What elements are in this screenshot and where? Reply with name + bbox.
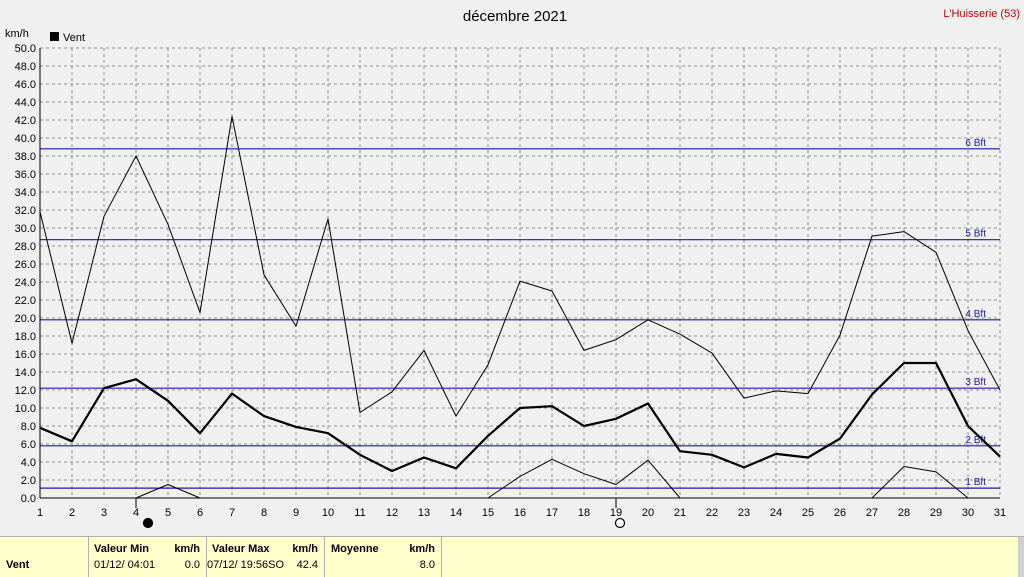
x-tick-label: 22: [706, 507, 718, 519]
x-tick-label: 18: [578, 507, 590, 519]
beaufort-label: 3 Bft: [965, 377, 986, 388]
y-tick-label: 16.0: [15, 349, 36, 361]
x-tick-label: 16: [514, 507, 526, 519]
y-tick-label: 0.0: [21, 493, 36, 505]
x-tick-label: 17: [546, 507, 558, 519]
y-tick-label: 40.0: [15, 133, 36, 145]
footer-empty-cell: [441, 537, 1024, 577]
chart-title: décembre 2021: [463, 8, 567, 25]
y-tick-label: 46.0: [15, 79, 36, 91]
y-tick-label: 18.0: [15, 331, 36, 343]
x-tick-label: 23: [738, 507, 750, 519]
beaufort-label: 5 Bft: [965, 229, 986, 240]
y-tick-label: 22.0: [15, 295, 36, 307]
series-line-min: [487, 458, 681, 499]
x-tick-label: 15: [482, 507, 494, 519]
y-tick-label: 34.0: [15, 187, 36, 199]
x-tick-label: 3: [101, 507, 107, 519]
mean-cell: Moyenne km/h 8.0: [324, 537, 441, 577]
x-tick-label: 24: [770, 507, 782, 519]
x-tick-label: 2: [69, 507, 75, 519]
y-tick-label: 14.0: [15, 367, 36, 379]
x-tick-label: 9: [293, 507, 299, 519]
y-tick-label: 6.0: [21, 439, 36, 451]
max-value: 42.4: [296, 559, 318, 571]
beaufort-lines: 1 Bft 2 Bft 3 Bft 4 Bft 5 Bft 6 Bft: [40, 138, 1000, 489]
y-tick-label: 28.0: [15, 241, 36, 253]
max-header: Valeur Max: [212, 543, 270, 555]
beaufort-label: 1 Bft: [965, 477, 986, 488]
min-header: Valeur Min: [94, 543, 150, 555]
x-tick-label: 29: [930, 507, 942, 519]
x-tick-label: 10: [322, 507, 334, 519]
x-tick-label: 30: [962, 507, 974, 519]
series-line-max: [39, 115, 1001, 417]
wind-chart: décembre 2021 L'Huisserie (53) km/h Vent…: [5, 8, 1020, 529]
y-tick-label: 38.0: [15, 151, 36, 163]
max-date: 07/12/ 19:56SO: [207, 559, 285, 571]
y-tick-label: 42.0: [15, 115, 36, 127]
footer-row-label: Vent: [6, 559, 30, 571]
footer-row-label-cell: Vent: [0, 537, 88, 577]
y-tick-label: 44.0: [15, 97, 36, 109]
x-tick-label: 8: [261, 507, 267, 519]
moon-phases: [135, 498, 626, 529]
x-tick-label: 27: [866, 507, 878, 519]
y-tick-label: 4.0: [21, 457, 36, 469]
legend-label: Vent: [63, 32, 85, 44]
min-value: 0.0: [184, 559, 200, 571]
y-tick-label: 48.0: [15, 61, 36, 73]
max-unit: km/h: [292, 543, 318, 555]
mean-unit: km/h: [409, 543, 435, 555]
new-moon-icon: [142, 517, 154, 529]
full-moon-icon: [614, 517, 626, 529]
beaufort-label: 4 Bft: [965, 309, 986, 320]
y-tick-label: 10.0: [15, 403, 36, 415]
series-lines: [39, 115, 1001, 499]
y-tick-label: 24.0: [15, 277, 36, 289]
x-tick-label: 11: [354, 507, 365, 519]
y-axis-unit: km/h: [5, 28, 29, 40]
x-tick-label: 1: [37, 507, 43, 519]
grid: [40, 47, 1001, 498]
x-tick-label: 20: [642, 507, 654, 519]
x-tick-label: 6: [197, 507, 203, 519]
series-line-min: [135, 484, 201, 499]
max-cell: Valeur Max km/h 07/12/ 19:56SO 42.4: [206, 537, 324, 577]
x-tick-label: 31: [994, 507, 1006, 519]
x-tick-label: 4: [133, 507, 139, 519]
axes: 0.0 2.0 4.0 6.0 8.0 10.0 12.0 14.0 16.0 18.0 20.0 2…: [15, 43, 1007, 519]
min-cell: Valeur Min km/h 01/12/ 04:01 0.0: [88, 537, 206, 577]
series-line-mean: [39, 361, 1001, 473]
y-tick-label: 20.0: [15, 313, 36, 325]
mean-value: 8.0: [419, 559, 435, 571]
y-tick-label: 12.0: [15, 385, 36, 397]
y-tick-label: 2.0: [21, 475, 36, 487]
min-unit: km/h: [174, 543, 200, 555]
x-tick-label: 26: [834, 507, 846, 519]
x-tick-label: 13: [418, 507, 430, 519]
x-tick-label: 25: [802, 507, 814, 519]
y-tick-label: 8.0: [21, 421, 36, 433]
stats-footer: Vent Valeur Min km/h 01/12/ 04:01 0.0 Va…: [0, 536, 1024, 577]
station-label: L'Huisserie (53): [943, 8, 1020, 20]
x-tick-label: 14: [450, 507, 462, 519]
mean-header: Moyenne: [331, 543, 379, 555]
beaufort-label: 6 Bft: [965, 138, 986, 149]
beaufort-label: 2 Bft: [965, 435, 986, 446]
x-tick-label: 28: [898, 507, 910, 519]
x-tick-label: 12: [386, 507, 398, 519]
x-tick-label: 21: [674, 507, 686, 519]
x-tick-label: 5: [165, 507, 171, 519]
legend-swatch: [50, 32, 59, 41]
y-tick-label: 26.0: [15, 259, 36, 271]
min-date: 01/12/ 04:01: [94, 559, 156, 571]
y-tick-label: 32.0: [15, 205, 36, 217]
y-tick-label: 36.0: [15, 169, 36, 181]
x-tick-label: 19: [610, 507, 622, 519]
y-tick-label: 30.0: [15, 223, 36, 235]
footer-scrollbar[interactable]: [1018, 537, 1024, 577]
y-tick-label: 50.0: [15, 43, 36, 55]
x-tick-label: 7: [229, 507, 235, 519]
